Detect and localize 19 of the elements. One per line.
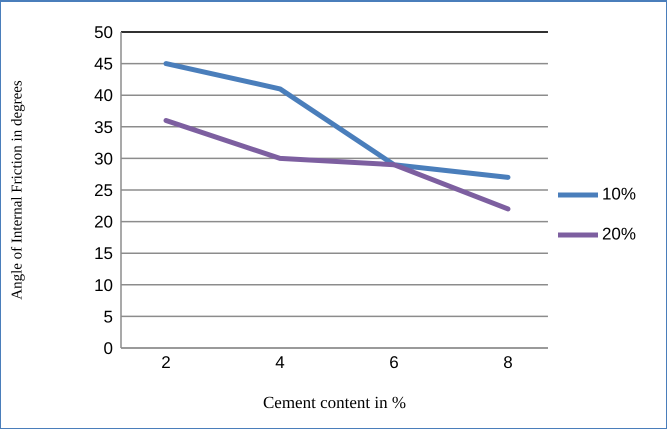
- y-tick-label: 30: [94, 149, 113, 168]
- x-tick-label: 6: [389, 353, 399, 372]
- x-tick-label: 4: [275, 353, 285, 372]
- y-tick-label: 25: [94, 181, 113, 200]
- x-axis-title: Cement content in %: [262, 393, 406, 412]
- y-tick-label: 35: [94, 118, 113, 137]
- y-tick-label: 50: [94, 23, 113, 42]
- y-tick-label: 5: [104, 307, 113, 326]
- y-tick-label: 15: [94, 244, 113, 264]
- y-tick-label: 40: [94, 86, 113, 106]
- y-tick-label: 20: [94, 212, 113, 232]
- y-axis-title: Angle of Internal Friction in degrees: [9, 80, 26, 300]
- legend-label: 20%: [602, 224, 636, 244]
- legend-label: 10%: [602, 184, 636, 204]
- y-tick-label: 45: [94, 54, 113, 74]
- y-tick-label: 0: [104, 339, 113, 358]
- x-tick-label: 8: [503, 353, 513, 372]
- y-tick-label: 10: [94, 276, 113, 295]
- x-tick-label: 2: [161, 353, 171, 372]
